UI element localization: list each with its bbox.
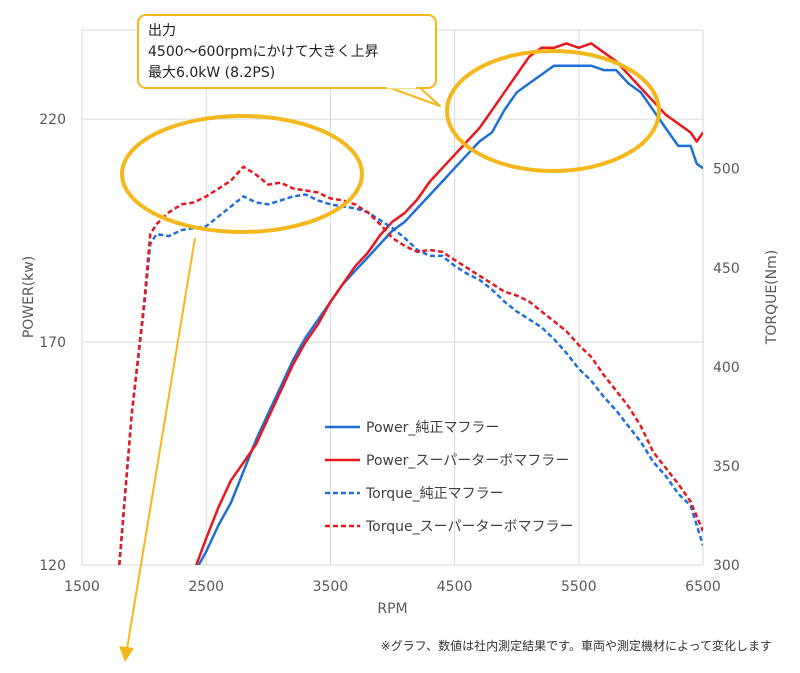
x-tick-label: 4500 bbox=[437, 579, 473, 595]
x-tick-label: 5500 bbox=[561, 579, 597, 595]
pointer-arrow-head bbox=[119, 646, 134, 662]
y-right-tick-label: 450 bbox=[713, 261, 740, 277]
legend-label-2: Power_スーパーターボマフラー bbox=[366, 453, 569, 469]
callout-line-2: 4500～600rpmにかけて大きく上昇 bbox=[148, 44, 379, 60]
series-line-1 bbox=[197, 64, 703, 565]
y-right-axis-title: TORQUE(Nm) bbox=[764, 250, 780, 345]
legend-label-1: Power_純正マフラー bbox=[366, 420, 499, 436]
footnote: ※グラフ、数値は社内測定結果です。車両や測定機材によって変化します bbox=[380, 639, 772, 653]
callout-line-3: 最大6.0kW (8.2PS) bbox=[148, 65, 275, 81]
y-left-axis-title: POWER(kw) bbox=[21, 256, 37, 338]
series-line-3 bbox=[118, 193, 703, 565]
y-right-tick-label: 500 bbox=[713, 162, 740, 178]
y-right-tick-label: 300 bbox=[713, 558, 740, 574]
series-line-4 bbox=[118, 165, 703, 565]
highlight-ellipse-torque bbox=[120, 114, 364, 234]
y-left-tick-label: 120 bbox=[39, 558, 66, 574]
highlight-ellipse-power bbox=[445, 49, 661, 173]
y-right-tick-label: 350 bbox=[713, 459, 740, 475]
series-line-2 bbox=[195, 42, 703, 565]
pointer-arrow-line bbox=[126, 237, 196, 650]
callout-line-1: 出力 bbox=[148, 23, 176, 39]
y-left-tick-label: 170 bbox=[39, 335, 66, 351]
x-axis-title: RPM bbox=[377, 601, 407, 617]
x-tick-label: 6500 bbox=[685, 579, 721, 595]
plot-area bbox=[81, 29, 704, 566]
y-left-tick-label: 220 bbox=[39, 112, 66, 128]
x-tick-label: 1500 bbox=[64, 579, 100, 595]
legend-label-3: Torque_純正マフラー bbox=[365, 486, 504, 502]
legend-label-4: Torque_スーパーターボマフラー bbox=[365, 519, 573, 535]
x-tick-label: 2500 bbox=[188, 579, 224, 595]
callout-box bbox=[137, 14, 437, 89]
y-right-tick-label: 400 bbox=[713, 360, 740, 376]
x-tick-label: 3500 bbox=[313, 579, 349, 595]
